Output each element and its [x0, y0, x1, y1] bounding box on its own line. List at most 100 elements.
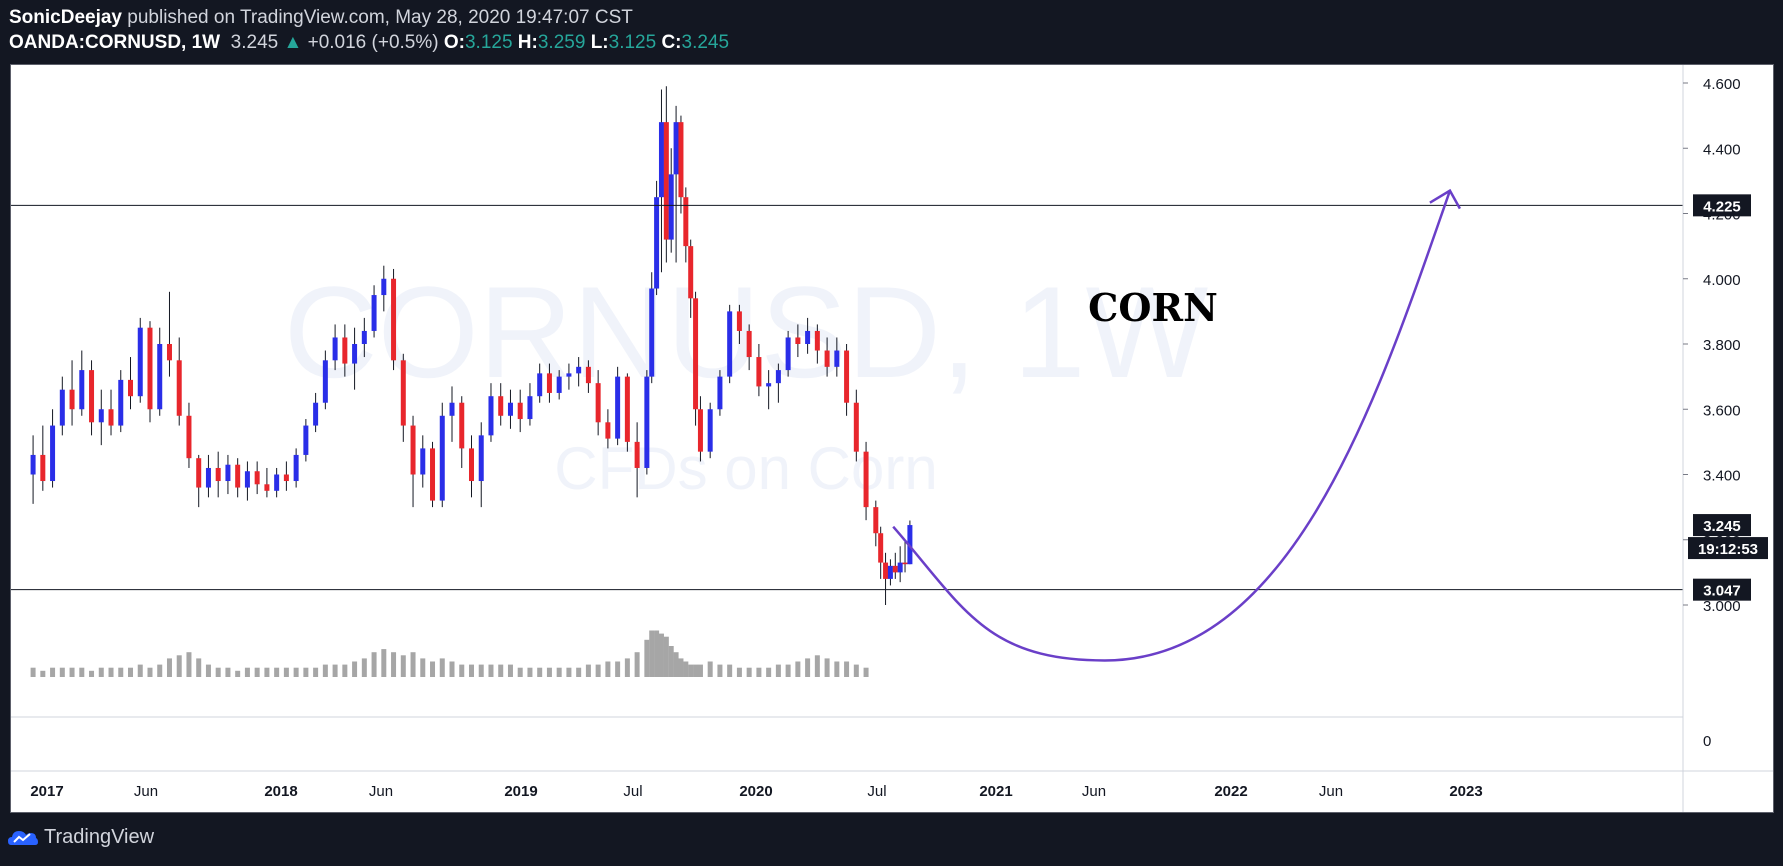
- candle-down[interactable]: [108, 409, 114, 426]
- candle-up[interactable]: [717, 376, 723, 410]
- candle-up[interactable]: [615, 376, 621, 439]
- candle-down[interactable]: [89, 370, 95, 423]
- candle-down[interactable]: [693, 298, 699, 410]
- candle-up[interactable]: [205, 467, 211, 488]
- candle-down[interactable]: [546, 373, 552, 393]
- candle-up[interactable]: [79, 370, 85, 410]
- candle-down[interactable]: [254, 471, 260, 485]
- candle-up[interactable]: [118, 379, 124, 426]
- candle-up[interactable]: [644, 376, 650, 468]
- candle-up[interactable]: [420, 448, 426, 475]
- candle-down[interactable]: [634, 441, 640, 468]
- candle-down[interactable]: [283, 474, 289, 482]
- candle-down[interactable]: [196, 458, 202, 488]
- candle-up[interactable]: [293, 454, 299, 482]
- candle-down[interactable]: [883, 562, 889, 579]
- candle-up[interactable]: [537, 373, 543, 397]
- author-name[interactable]: SonicDeejay: [9, 7, 122, 28]
- projection-curve[interactable]: [892, 190, 1452, 662]
- candle-up[interactable]: [727, 311, 733, 377]
- candle-down[interactable]: [40, 454, 46, 482]
- corn-label[interactable]: CORN: [1088, 285, 1218, 330]
- candle-up[interactable]: [566, 373, 572, 377]
- candle-up[interactable]: [658, 122, 664, 198]
- candle-up[interactable]: [887, 565, 893, 579]
- candle-down[interactable]: [683, 197, 689, 247]
- candle-down[interactable]: [844, 350, 850, 403]
- candle-up[interactable]: [439, 415, 445, 501]
- candle-down[interactable]: [166, 344, 172, 361]
- candle-down[interactable]: [688, 246, 694, 299]
- candle-down[interactable]: [892, 565, 898, 573]
- candle-up[interactable]: [244, 471, 250, 488]
- candle-up[interactable]: [137, 327, 143, 397]
- candle-up[interactable]: [381, 278, 387, 296]
- candle-up[interactable]: [157, 344, 163, 410]
- candle-up[interactable]: [527, 396, 533, 420]
- candle-up[interactable]: [313, 402, 319, 426]
- candle-down[interactable]: [430, 448, 436, 501]
- candle-up[interactable]: [897, 562, 903, 573]
- candle-up[interactable]: [98, 409, 104, 423]
- candle-down[interactable]: [595, 383, 601, 423]
- candle-down[interactable]: [624, 376, 630, 442]
- candle-up[interactable]: [673, 122, 679, 175]
- candle-down[interactable]: [746, 330, 752, 358]
- candle-up[interactable]: [303, 425, 309, 455]
- symbol-label[interactable]: OANDA:CORNUSD, 1W: [9, 32, 221, 53]
- candle-down[interactable]: [342, 337, 348, 364]
- candle-down[interactable]: [878, 533, 884, 563]
- candle-down[interactable]: [814, 330, 820, 351]
- candle-up[interactable]: [668, 174, 674, 240]
- candle-up[interactable]: [361, 330, 367, 344]
- candle-down[interactable]: [410, 425, 416, 475]
- candle-down[interactable]: [605, 422, 611, 439]
- footer-brand[interactable]: TradingView: [8, 826, 154, 849]
- candle-down[interactable]: [853, 402, 859, 452]
- candle-down[interactable]: [585, 366, 591, 384]
- candle-up[interactable]: [352, 344, 358, 364]
- candle-up[interactable]: [322, 360, 328, 403]
- candle-down[interactable]: [736, 311, 742, 331]
- candle-down[interactable]: [468, 448, 474, 482]
- candle-up[interactable]: [225, 464, 231, 482]
- candle-up[interactable]: [332, 337, 338, 361]
- candle-up[interactable]: [371, 295, 377, 331]
- candle-down[interactable]: [147, 327, 153, 410]
- candle-down[interactable]: [498, 396, 504, 416]
- candle-up[interactable]: [30, 454, 36, 475]
- candle-up[interactable]: [785, 337, 791, 371]
- candle-up[interactable]: [274, 474, 280, 491]
- candle-up[interactable]: [775, 370, 781, 384]
- candle-down[interactable]: [391, 278, 397, 361]
- candle-down[interactable]: [235, 464, 241, 488]
- candle-up[interactable]: [576, 366, 582, 374]
- candle-down[interactable]: [824, 350, 830, 367]
- candle-down[interactable]: [863, 451, 869, 508]
- price-chart[interactable]: CORNUSD, 1W CFDs on Corn CORN 4.600 4.400…: [11, 65, 1773, 812]
- candle-up[interactable]: [707, 409, 713, 452]
- candle-up[interactable]: [834, 350, 840, 367]
- candle-down[interactable]: [215, 467, 221, 482]
- candle-up[interactable]: [507, 402, 513, 416]
- candle-down[interactable]: [795, 337, 801, 344]
- candle-up[interactable]: [766, 383, 772, 387]
- candle-down[interactable]: [663, 122, 669, 240]
- candle-down[interactable]: [264, 484, 270, 491]
- candle-down[interactable]: [697, 409, 703, 452]
- candle-down[interactable]: [517, 402, 523, 420]
- candle-down[interactable]: [459, 402, 465, 449]
- candle-up[interactable]: [556, 376, 562, 393]
- candle-down[interactable]: [69, 389, 75, 410]
- candle-up[interactable]: [488, 396, 494, 436]
- candle-down[interactable]: [400, 360, 406, 426]
- candle-up[interactable]: [478, 435, 484, 482]
- candle-down[interactable]: [128, 379, 134, 397]
- candle-up[interactable]: [59, 389, 65, 426]
- candle-up[interactable]: [654, 197, 660, 289]
- candle-down[interactable]: [186, 415, 192, 459]
- candle-up[interactable]: [805, 330, 811, 344]
- candle-down[interactable]: [756, 357, 762, 387]
- candle-up[interactable]: [449, 402, 455, 416]
- candle-down[interactable]: [902, 562, 908, 565]
